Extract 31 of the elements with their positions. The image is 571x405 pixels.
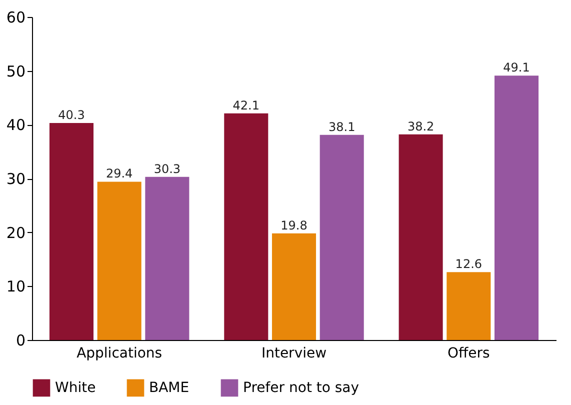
x-tick-label: Offers: [448, 346, 490, 362]
bar: [49, 123, 94, 340]
bar: [494, 76, 539, 340]
data-label: 49.1: [503, 60, 530, 75]
data-label: 19.8: [280, 218, 308, 232]
y-tick-label: 20: [6, 224, 26, 242]
legend-label: BAME: [149, 380, 190, 396]
bar: [398, 134, 443, 340]
data-label: 40.3: [58, 108, 85, 122]
data-label: 38.1: [328, 120, 356, 134]
x-tick-label: Interview: [261, 346, 327, 362]
bar: [145, 176, 190, 340]
x-tick-label: Applications: [76, 346, 162, 362]
y-tick-label: 0: [16, 332, 26, 350]
y-tick-label: 50: [6, 62, 26, 80]
data-label: 42.1: [232, 98, 260, 112]
y-tick-label: 30: [6, 170, 26, 188]
data-label: 38.2: [407, 119, 434, 134]
bar: [224, 113, 268, 340]
legend-label: White: [55, 380, 96, 396]
y-tick-label: 10: [6, 278, 26, 296]
bar: [446, 272, 491, 340]
bar: [320, 134, 364, 340]
bar: [97, 182, 142, 340]
legend-label: Prefer not to say: [243, 380, 360, 396]
data-label: 30.3: [154, 162, 181, 176]
data-label: 12.6: [455, 257, 482, 272]
data-label: 29.4: [106, 166, 133, 181]
y-tick-label: 60: [6, 8, 26, 26]
bar: [272, 233, 316, 340]
y-tick-label: 40: [6, 116, 26, 134]
